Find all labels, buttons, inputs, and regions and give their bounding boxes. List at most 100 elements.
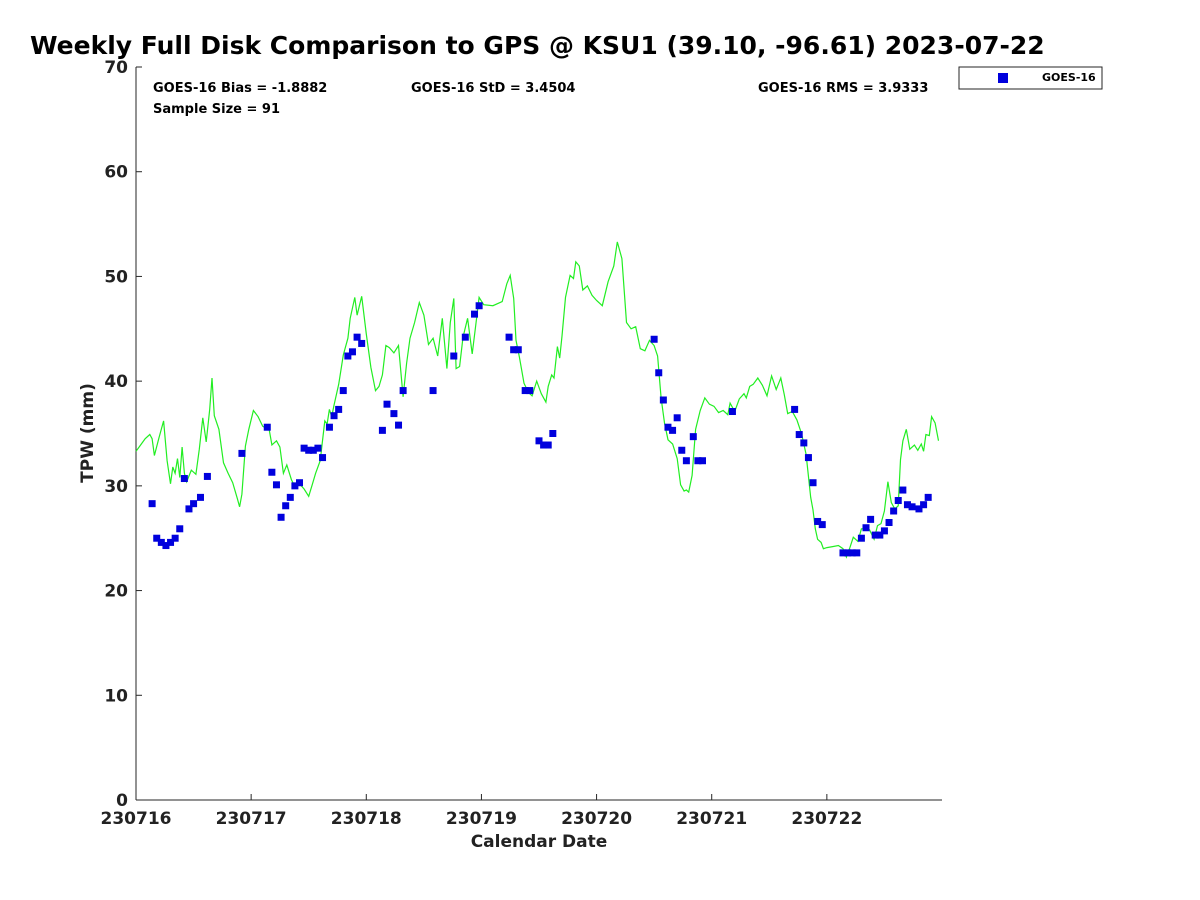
goes16-point bbox=[682, 457, 690, 465]
goes16-point bbox=[844, 549, 852, 557]
goes16-point bbox=[890, 507, 898, 515]
goes16-point bbox=[296, 479, 304, 487]
goes16-point bbox=[162, 542, 170, 550]
x-ticks: 230716 230717 230718 230719 230720 230721 2307… bbox=[101, 794, 862, 829]
goes16-point bbox=[291, 482, 299, 490]
goes16-point bbox=[867, 515, 875, 523]
x-axis-label: Calendar Date bbox=[471, 832, 608, 852]
goes16-point bbox=[180, 475, 188, 483]
goes16-point bbox=[924, 493, 932, 501]
y-tick-label: 40 bbox=[104, 372, 128, 392]
legend-box bbox=[958, 66, 1103, 90]
goes16-point bbox=[920, 501, 928, 509]
x-tick-label: 230718 bbox=[331, 809, 402, 829]
x-tick-label: 230719 bbox=[446, 809, 517, 829]
goes16-point bbox=[309, 446, 317, 454]
goes16-point bbox=[549, 430, 557, 437]
goes16-point bbox=[148, 500, 156, 508]
goes16-point bbox=[678, 446, 686, 454]
goes16-point bbox=[804, 454, 812, 462]
goes16-point bbox=[263, 423, 271, 431]
goes16-point bbox=[728, 408, 736, 416]
legend: GOES-16 bbox=[958, 66, 1103, 90]
goes16-point bbox=[330, 412, 338, 420]
goes16-point bbox=[699, 457, 707, 465]
goes16-point bbox=[689, 433, 697, 441]
goes16-point bbox=[664, 423, 672, 431]
goes16-point bbox=[171, 534, 179, 542]
goes16-point bbox=[876, 531, 884, 539]
goes16-point bbox=[871, 531, 879, 539]
goes16-point bbox=[899, 486, 907, 494]
y-tick-label: 0 bbox=[116, 791, 128, 811]
goes16-point bbox=[862, 524, 870, 532]
y-tick-label: 20 bbox=[104, 582, 128, 602]
goes16-point bbox=[325, 423, 333, 431]
goes16-point bbox=[540, 441, 548, 449]
goes16-point bbox=[429, 387, 437, 395]
goes16-point bbox=[157, 538, 165, 546]
goes16-point bbox=[190, 500, 198, 508]
goes16-point bbox=[650, 335, 658, 343]
sample-size-stat: Sample Size = 91 bbox=[153, 102, 280, 117]
goes16-point bbox=[848, 549, 856, 557]
goes16-point bbox=[300, 444, 308, 452]
goes16-point bbox=[390, 410, 398, 418]
goes16-point bbox=[809, 479, 817, 487]
goes16-point bbox=[203, 472, 211, 480]
goes16-point bbox=[903, 501, 911, 509]
goes16-point bbox=[791, 405, 799, 413]
goes16-point bbox=[857, 534, 865, 542]
y-tick-label: 50 bbox=[104, 267, 128, 287]
y-ticks: 0 10 20 30 40 50 60 70 bbox=[104, 58, 142, 811]
goes16-point bbox=[344, 352, 352, 360]
goes16-point bbox=[521, 387, 529, 395]
goes16-point bbox=[277, 513, 285, 521]
goes16-point bbox=[383, 400, 391, 408]
goes16-point bbox=[894, 497, 902, 505]
x-tick-label: 230721 bbox=[676, 809, 747, 829]
goes16-point bbox=[358, 339, 366, 347]
goes16-point bbox=[818, 521, 826, 529]
goes16-point bbox=[399, 387, 407, 395]
y-axis-label: TPW (mm) bbox=[78, 383, 98, 483]
goes16-point bbox=[544, 441, 552, 449]
goes16-point bbox=[659, 396, 667, 404]
y-tick-label: 60 bbox=[104, 163, 128, 183]
std-stat: GOES-16 StD = 3.4504 bbox=[411, 81, 575, 96]
goes16-point bbox=[185, 505, 193, 513]
goes16-point bbox=[839, 549, 847, 557]
y-tick-label: 10 bbox=[104, 686, 128, 706]
goes16-point bbox=[314, 444, 322, 452]
goes16-point bbox=[669, 426, 677, 434]
goes16-point bbox=[268, 468, 276, 476]
goes16-point bbox=[526, 387, 534, 395]
goes16-point bbox=[176, 525, 184, 533]
goes16-point bbox=[915, 505, 923, 513]
goes16-point bbox=[510, 346, 518, 354]
x-tick-label: 230722 bbox=[791, 809, 862, 829]
goes16-point bbox=[471, 310, 479, 318]
goes16-point bbox=[305, 446, 313, 454]
goes16-point bbox=[655, 369, 663, 377]
goes16-point bbox=[238, 449, 246, 457]
goes16-point bbox=[673, 414, 681, 422]
goes16-point bbox=[286, 493, 294, 501]
bias-stat: GOES-16 Bias = -1.8882 bbox=[153, 81, 327, 96]
goes16-point bbox=[348, 348, 356, 356]
goes16-point bbox=[505, 333, 513, 341]
goes16-point bbox=[272, 481, 280, 489]
goes16-point bbox=[475, 302, 483, 310]
goes16-point bbox=[395, 421, 403, 429]
y-tick-label: 70 bbox=[104, 58, 128, 78]
goes16-point bbox=[319, 454, 327, 462]
y-tick-label: 30 bbox=[104, 477, 128, 497]
goes16-point bbox=[196, 493, 204, 501]
goes16-point bbox=[908, 503, 916, 511]
x-tick-label: 230717 bbox=[216, 809, 287, 829]
goes16-point bbox=[461, 333, 469, 341]
goes16-point bbox=[167, 538, 175, 546]
goes16-point bbox=[885, 519, 893, 527]
goes16-point bbox=[800, 439, 808, 447]
